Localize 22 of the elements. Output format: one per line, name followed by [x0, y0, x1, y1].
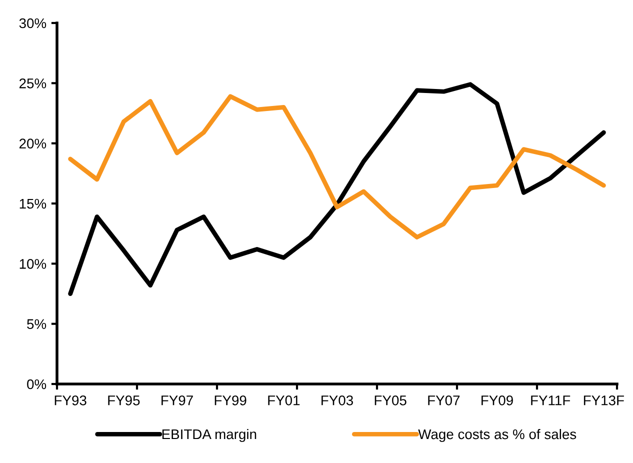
- y-tick-label: 25%: [19, 78, 46, 88]
- x-tick-label: FY13F: [584, 395, 624, 406]
- x-tick-label: FY99: [214, 395, 246, 406]
- legend-label: EBITDA margin: [162, 428, 256, 442]
- y-tick-label: 30%: [19, 18, 46, 28]
- x-tick-label: FY95: [108, 395, 140, 406]
- y-tick-label: 0%: [27, 379, 46, 390]
- x-tick-label: FY97: [162, 395, 193, 406]
- x-tick-label: FY93: [54, 395, 86, 406]
- x-tick-label: FY11F: [531, 396, 570, 406]
- legend-label: Wage costs as % of sales: [418, 428, 576, 442]
- x-tick-label: FY03: [322, 395, 353, 406]
- x-tick-label: FY09: [482, 395, 513, 406]
- y-tick-label: 5%: [27, 319, 46, 330]
- x-tick-label: FY05: [374, 395, 406, 406]
- y-tick-label: 20%: [19, 138, 46, 149]
- line-series: [68, 94, 606, 240]
- x-tick-label: FY07: [428, 395, 460, 406]
- y-tick-label: 15%: [20, 198, 46, 209]
- line-series: [68, 82, 606, 296]
- y-tick-label: 10%: [20, 259, 46, 269]
- x-tick-label: FY01: [268, 395, 300, 406]
